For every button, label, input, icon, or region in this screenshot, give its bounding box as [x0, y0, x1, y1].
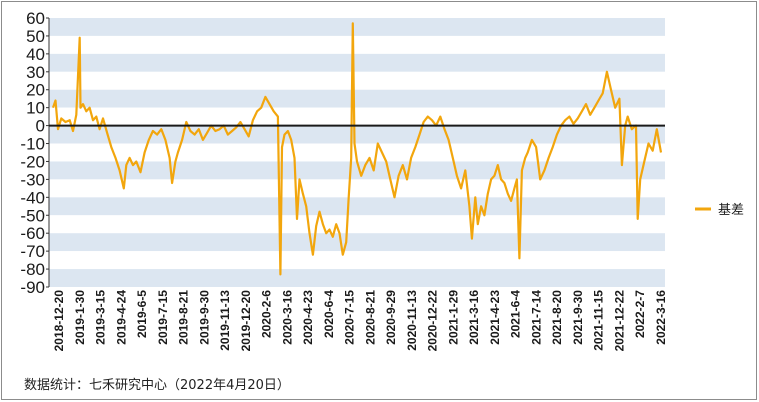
x-tick-label: 2019-1-30	[73, 290, 87, 345]
grid-band	[49, 143, 665, 162]
y-tick-label: -60	[20, 224, 45, 243]
y-tick-label: 0	[36, 117, 45, 136]
y-tick-label: 20	[26, 81, 45, 100]
x-tick-label: 2019-11-13	[218, 290, 232, 351]
x-tick-label: 2021-1-29	[446, 290, 460, 345]
y-tick-label: 30	[26, 63, 45, 82]
x-tick-label: 2022-2-7	[633, 290, 647, 338]
y-tick-label: -50	[20, 206, 45, 225]
x-tick-label: 2020-7-15	[343, 290, 357, 345]
x-tick-label: 2018-12-20	[52, 290, 66, 352]
y-tick-label: 50	[26, 27, 45, 46]
x-tick-label: 2020-4-23	[301, 290, 315, 345]
grid-band	[49, 161, 665, 180]
grid-band	[49, 107, 665, 126]
y-tick-label: -40	[20, 188, 45, 207]
x-tick-label: 2020-9-29	[384, 290, 398, 345]
x-tick-label: 2020-11-13	[405, 290, 419, 351]
grid-band	[49, 35, 665, 54]
source-note: 数据统计：七禾研究中心（2022年4月20日）	[24, 378, 290, 393]
y-tick-label: -90	[20, 278, 45, 297]
y-tick-label: 40	[26, 45, 45, 64]
grid-band	[49, 215, 665, 234]
x-tick-label: 2021-8-20	[550, 290, 564, 345]
grid-band	[49, 179, 665, 198]
x-tick-label: 2021-4-23	[488, 290, 502, 345]
grid-band	[49, 251, 665, 270]
grid-band	[49, 269, 665, 287]
x-tick-label: 2021-6-4	[509, 290, 523, 338]
x-tick-label: 2019-8-21	[177, 290, 191, 345]
x-tick-label: 2021-7-14	[529, 290, 543, 345]
x-tick-label: 2020-3-16	[280, 290, 294, 345]
x-tick-label: 2019-7-15	[156, 290, 170, 345]
y-tick-label: -20	[20, 152, 45, 171]
x-tick-label: 2021-11-15	[592, 290, 606, 351]
y-tick-label: -30	[20, 170, 45, 189]
legend-label: 基差	[718, 202, 744, 217]
y-tick-label: -80	[20, 260, 45, 279]
y-tick-label: 10	[26, 99, 45, 118]
x-tick-label: 2021-12-22	[612, 290, 626, 352]
grid-band	[49, 53, 665, 72]
x-tick-label: 2020-6-4	[322, 290, 336, 338]
grid-band	[49, 71, 665, 90]
x-tick-label: 2019-9-30	[197, 290, 211, 345]
y-tick-label: -10	[20, 135, 45, 154]
grid-band	[49, 125, 665, 144]
grid-band	[49, 197, 665, 216]
grid-band	[49, 89, 665, 108]
x-tick-label: 2019-4-24	[114, 290, 128, 345]
y-tick-label: 60	[26, 9, 45, 28]
x-tick-label: 2019-12-20	[239, 290, 253, 352]
grid-band	[49, 18, 665, 36]
x-tick-label: 2020-2-6	[260, 290, 274, 338]
x-tick-label: 2020-8-21	[363, 290, 377, 345]
x-tick-label: 2021-3-16	[467, 290, 481, 345]
x-tick-label: 2021-9-30	[571, 290, 585, 345]
grid-band	[49, 233, 665, 252]
x-tick-label: 2020-12-22	[426, 290, 440, 352]
x-tick-label: 2022-3-16	[654, 290, 668, 345]
series-line-jicha	[51, 22, 663, 276]
y-tick-label: -70	[20, 242, 45, 261]
x-tick-label: 2019-3-15	[94, 290, 108, 345]
x-tick-label: 2019-6-5	[135, 290, 149, 338]
